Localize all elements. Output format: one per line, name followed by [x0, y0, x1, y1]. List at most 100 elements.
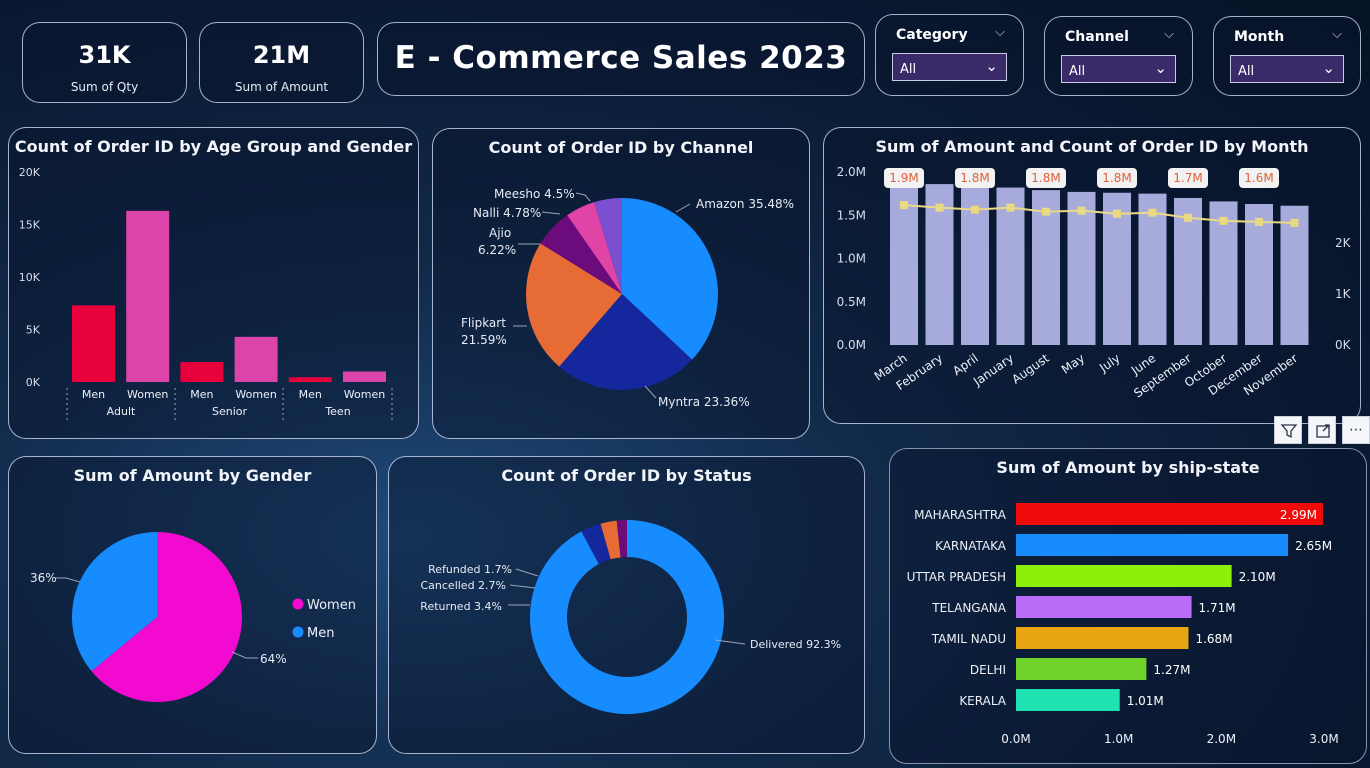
line-point — [1113, 209, 1121, 218]
leader-line — [675, 203, 691, 213]
group-label: Senior — [212, 405, 248, 418]
leader-line — [714, 639, 746, 645]
data-label: 2.65M — [1295, 539, 1332, 553]
line-point — [1290, 218, 1299, 227]
data-label-box — [955, 168, 995, 188]
chevron-down-icon[interactable]: ⌵ — [995, 25, 1005, 40]
slicer-month-dropdown[interactable]: All ⌄ — [1230, 55, 1344, 83]
y2-tick-label: 2K — [1335, 236, 1352, 250]
bar — [1016, 596, 1192, 618]
line-point — [935, 203, 944, 212]
chart-title-age-gender: Count of Order ID by Age Group and Gende… — [14, 137, 413, 156]
slicer-channel-dropdown[interactable]: All ⌄ — [1061, 55, 1176, 83]
y-tick-label: 20K — [19, 166, 41, 179]
bar — [1067, 191, 1096, 345]
data-label: 2.99M — [1280, 508, 1317, 522]
more-options-icon[interactable]: ⋯ — [1342, 416, 1370, 444]
x-tick-label: Women — [344, 388, 385, 401]
leader-line — [509, 584, 536, 589]
data-label-box — [1097, 168, 1137, 188]
y-tick-label: 0.5M — [837, 295, 866, 309]
dropdown-arrow-icon[interactable]: ⌄ — [985, 57, 998, 75]
bar — [126, 210, 170, 382]
title-card: E - Commerce Sales 2023 — [377, 22, 865, 96]
data-label: 1.27M — [1153, 663, 1190, 677]
data-label-box — [1026, 168, 1066, 188]
legend-marker — [292, 598, 304, 610]
data-label: 1.9M — [889, 171, 918, 185]
data-label: 1.8M — [1031, 171, 1060, 185]
chart-title-status: Count of Order ID by Status — [501, 466, 752, 485]
x-tick-label: Men — [190, 388, 213, 401]
focus-mode-icon[interactable] — [1308, 416, 1336, 444]
bar — [1016, 658, 1147, 680]
donut-slice — [600, 520, 621, 560]
leader-line — [644, 385, 657, 399]
bar — [1280, 205, 1309, 345]
data-label: Flipkart — [461, 316, 506, 330]
data-label: 1.71M — [1199, 601, 1236, 615]
slicer-month-value: All — [1238, 64, 1255, 79]
slicer-month-label: Month — [1234, 29, 1285, 45]
bar — [1016, 503, 1323, 525]
data-label: Ajio — [489, 226, 511, 240]
data-label: Meesho 4.5% — [494, 187, 575, 201]
bar — [1103, 192, 1131, 345]
pie-slice — [567, 202, 622, 294]
y2-tick-label: 0K — [1335, 338, 1352, 352]
line-point — [1219, 216, 1228, 225]
pie-slice — [72, 532, 157, 672]
page-title: E - Commerce Sales 2023 — [394, 40, 848, 76]
slicer-channel[interactable]: Channel ⌵ All ⌄ — [1044, 16, 1193, 96]
leader-line — [56, 577, 81, 583]
x-tick-label: August — [1009, 351, 1052, 387]
y-tick-label: DELHI — [970, 663, 1006, 677]
data-label: 64% — [260, 652, 287, 666]
dropdown-arrow-icon[interactable]: ⌄ — [1154, 59, 1167, 77]
chevron-down-icon[interactable]: ⌵ — [1164, 27, 1174, 42]
bar — [1032, 190, 1060, 345]
chevron-down-icon[interactable]: ⌵ — [1332, 27, 1342, 42]
data-label: 21.59% — [461, 333, 507, 347]
data-label: 1.68M — [1195, 632, 1232, 646]
y-tick-label: 5K — [26, 324, 41, 337]
slicer-category-value: All — [900, 62, 917, 77]
legend-marker — [292, 626, 304, 638]
line-point — [1077, 206, 1086, 215]
slicer-channel-value: All — [1069, 64, 1086, 79]
slicer-category-dropdown[interactable]: All ⌄ — [892, 53, 1007, 81]
kpi-card-amount[interactable]: 21M Sum of Amount — [199, 22, 364, 103]
y-tick-label: 1.5M — [837, 208, 866, 222]
panel-age-gender[interactable]: Count of Order ID by Age Group and Gende… — [8, 127, 419, 439]
slicer-month[interactable]: Month ⌵ All ⌄ — [1213, 16, 1361, 96]
data-label: Myntra 23.36% — [658, 395, 750, 409]
line-point — [1184, 213, 1192, 222]
data-label: 1.01M — [1127, 694, 1164, 708]
filter-icon[interactable] — [1274, 416, 1302, 444]
slicer-category[interactable]: Category ⌵ All ⌄ — [875, 14, 1024, 96]
group-label: Teen — [324, 405, 350, 418]
pie-slice — [91, 532, 243, 702]
y-tick-label: 2.0M — [837, 165, 866, 179]
line-point — [1255, 217, 1263, 226]
data-label: Refunded 1.7% — [428, 563, 512, 576]
leader-line — [575, 192, 591, 202]
data-label: Nalli 4.78% — [473, 206, 541, 220]
data-label: 2.10M — [1239, 570, 1276, 584]
kpi-card-qty[interactable]: 31K Sum of Qty — [22, 22, 187, 103]
pie-slice — [559, 294, 693, 390]
line-point — [1042, 207, 1050, 216]
slicer-channel-label: Channel — [1065, 29, 1129, 45]
y-tick-label: 0K — [26, 376, 41, 389]
x-tick-label: Women — [127, 388, 168, 401]
chart-title-month: Sum of Amount and Count of Order ID by M… — [875, 137, 1309, 156]
y-tick-label: TELANGANA — [931, 601, 1007, 615]
bar — [996, 187, 1025, 345]
bar — [180, 362, 224, 382]
chart-title-gender: Sum of Amount by Gender — [73, 466, 312, 485]
dropdown-arrow-icon[interactable]: ⌄ — [1322, 59, 1335, 77]
leader-line — [231, 651, 258, 659]
donut-slice — [581, 523, 611, 565]
data-label-box — [1239, 168, 1279, 188]
bar — [1016, 534, 1289, 556]
